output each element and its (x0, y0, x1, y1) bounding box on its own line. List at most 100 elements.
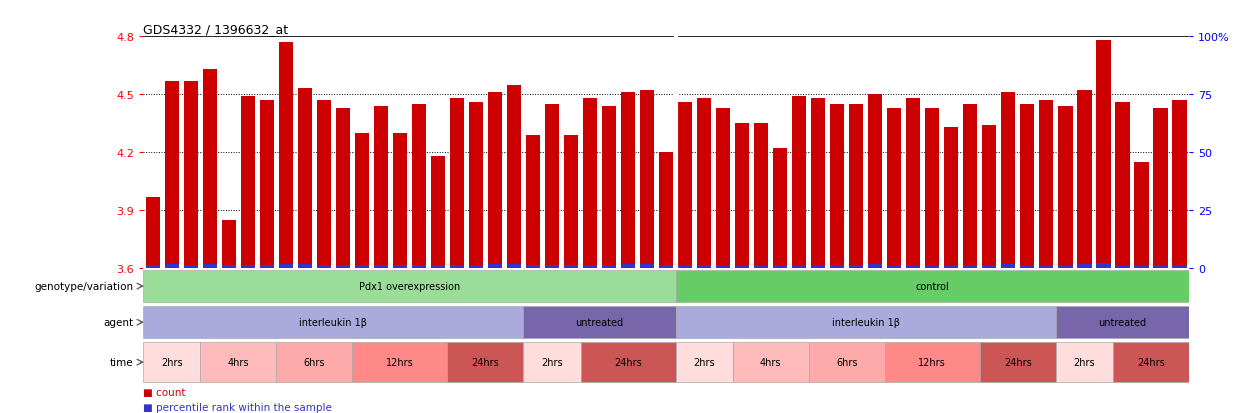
Text: 12hrs: 12hrs (386, 357, 413, 367)
Bar (1116, 265, 1129, 268)
Bar (1153, 109, 1168, 268)
Text: 6hrs: 6hrs (835, 357, 858, 367)
Bar (469, 265, 483, 268)
Bar (1001, 265, 1016, 268)
Bar (659, 153, 674, 268)
Text: 24hrs: 24hrs (614, 357, 642, 367)
Bar (488, 265, 502, 268)
Bar (523, 343, 580, 382)
Bar (906, 99, 920, 268)
Bar (580, 343, 676, 382)
Bar (621, 265, 635, 268)
Bar (523, 306, 676, 339)
Bar (697, 265, 711, 268)
Bar (412, 265, 426, 268)
Bar (1040, 101, 1053, 268)
Bar (888, 265, 901, 268)
Bar (1134, 162, 1149, 268)
Bar (143, 343, 200, 382)
Bar (1153, 265, 1168, 268)
Bar (355, 266, 369, 268)
Bar (222, 266, 235, 268)
Bar (906, 265, 920, 268)
Text: Pdx1 overexpression: Pdx1 overexpression (359, 281, 459, 292)
Text: ■ percentile rank within the sample: ■ percentile rank within the sample (143, 402, 332, 412)
Bar (431, 266, 444, 268)
Bar (1001, 93, 1016, 268)
Bar (659, 266, 674, 268)
Bar (792, 97, 807, 268)
Text: untreated: untreated (1098, 318, 1147, 328)
Bar (1020, 265, 1035, 268)
Text: 24hrs: 24hrs (1137, 357, 1165, 367)
Bar (447, 343, 523, 382)
Text: 12hrs: 12hrs (919, 357, 946, 367)
Bar (146, 197, 159, 268)
Bar (183, 81, 198, 268)
Bar (982, 126, 996, 268)
Bar (809, 343, 885, 382)
Bar (183, 265, 198, 268)
Bar (1056, 343, 1113, 382)
Bar (885, 343, 980, 382)
Bar (697, 99, 711, 268)
Bar (1097, 41, 1111, 268)
Bar (773, 266, 787, 268)
Bar (525, 135, 540, 268)
Bar (143, 270, 676, 303)
Bar (1173, 265, 1186, 268)
Bar (507, 85, 522, 268)
Bar (1077, 91, 1092, 268)
Bar (374, 265, 388, 268)
Bar (200, 343, 276, 382)
Bar (849, 265, 863, 268)
Bar (830, 104, 844, 268)
Bar (944, 128, 959, 268)
Bar (1058, 265, 1072, 268)
Bar (583, 265, 598, 268)
Bar (849, 104, 863, 268)
Bar (868, 265, 883, 268)
Bar (732, 343, 809, 382)
Bar (982, 266, 996, 268)
Bar (488, 93, 502, 268)
Bar (164, 81, 179, 268)
Bar (944, 266, 959, 268)
Bar (792, 265, 807, 268)
Bar (1040, 265, 1053, 268)
Bar (1058, 107, 1072, 268)
Bar (1116, 103, 1129, 268)
Bar (888, 109, 901, 268)
Text: interleukin 1β: interleukin 1β (299, 318, 367, 328)
Bar (754, 124, 768, 268)
Bar (640, 91, 654, 268)
Text: 4hrs: 4hrs (759, 357, 782, 367)
Bar (1173, 101, 1186, 268)
Bar (507, 265, 522, 268)
Text: 2hrs: 2hrs (1073, 357, 1096, 367)
Bar (392, 133, 407, 268)
Bar (449, 265, 464, 268)
Bar (964, 265, 977, 268)
Bar (298, 265, 312, 268)
Bar (564, 135, 578, 268)
Bar (925, 109, 940, 268)
Bar (980, 343, 1056, 382)
Bar (1113, 343, 1189, 382)
Text: 24hrs: 24hrs (1003, 357, 1032, 367)
Bar (412, 104, 426, 268)
Bar (583, 99, 598, 268)
Bar (545, 265, 559, 268)
Bar (868, 95, 883, 268)
Bar (279, 264, 293, 268)
Bar (203, 265, 217, 268)
Bar (735, 266, 749, 268)
Text: untreated: untreated (575, 318, 624, 328)
Bar (676, 270, 1189, 303)
Text: interleukin 1β: interleukin 1β (832, 318, 900, 328)
Bar (336, 109, 350, 268)
Bar (203, 70, 217, 268)
Bar (449, 99, 464, 268)
Text: 24hrs: 24hrs (472, 357, 499, 367)
Text: agent: agent (103, 318, 133, 328)
